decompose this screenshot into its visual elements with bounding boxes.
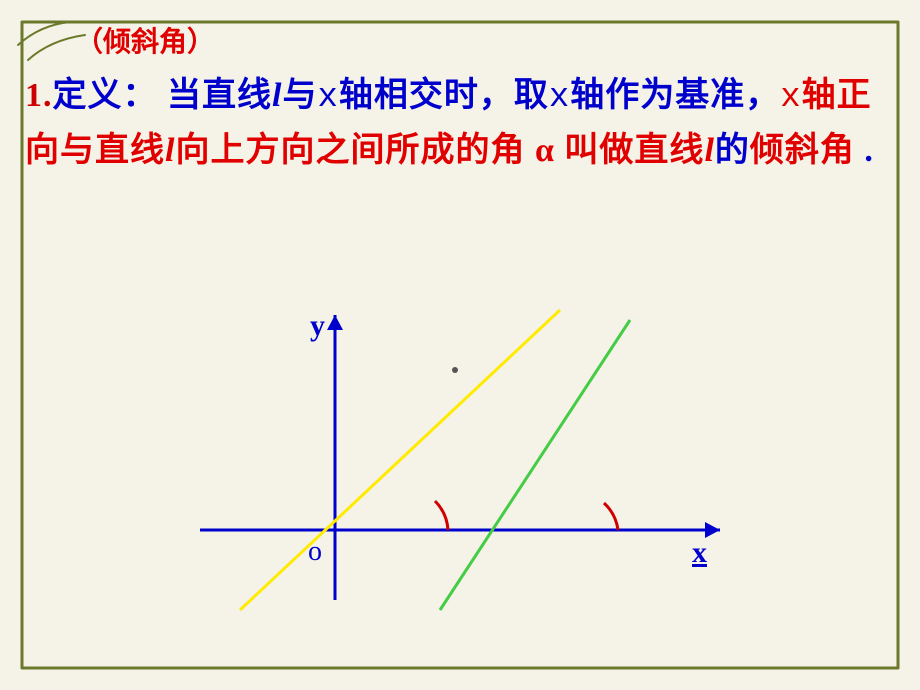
angle-arc-2 — [604, 503, 618, 530]
line-yellow — [240, 310, 560, 610]
def-label: 定义： — [53, 77, 158, 114]
definition-text: 1.定义： 当直线l与x轴相交时，取x轴作为基准，x轴正向与直线l向上方向之间所… — [25, 70, 895, 177]
txt: 当直线 — [167, 77, 272, 114]
txt: . — [855, 132, 874, 169]
txt-x: x — [317, 79, 338, 117]
y-axis-arrow — [327, 315, 343, 330]
x-label: x — [692, 536, 707, 569]
txt: 与 — [282, 77, 317, 114]
origin-label: o — [308, 536, 322, 567]
txt: 向上方向之间所成的角 α 叫做直线 — [175, 132, 704, 169]
y-label: y — [310, 309, 325, 342]
txt-key: 倾斜角 — [750, 132, 855, 169]
inclination-diagram: y x o — [180, 300, 740, 640]
subtitle: （倾斜角） — [75, 20, 895, 60]
txt: 轴相交时，取 — [339, 77, 549, 114]
line-green — [440, 320, 630, 610]
txt-x: x — [780, 79, 801, 117]
txt-l: l — [704, 132, 714, 169]
angle-arc-1 — [435, 501, 448, 530]
txt: 轴作为基准， — [570, 77, 780, 114]
txt-l: l — [272, 77, 282, 114]
txt-l: l — [165, 132, 175, 169]
x-axis-arrow — [705, 522, 720, 538]
content-block: （倾斜角） 1.定义： 当直线l与x轴相交时，取x轴作为基准，x轴正向与直线l向… — [25, 20, 895, 177]
txt-x: x — [549, 79, 570, 117]
txt: 的 — [715, 132, 750, 169]
def-number: 1. — [25, 77, 53, 114]
dot — [452, 367, 458, 373]
